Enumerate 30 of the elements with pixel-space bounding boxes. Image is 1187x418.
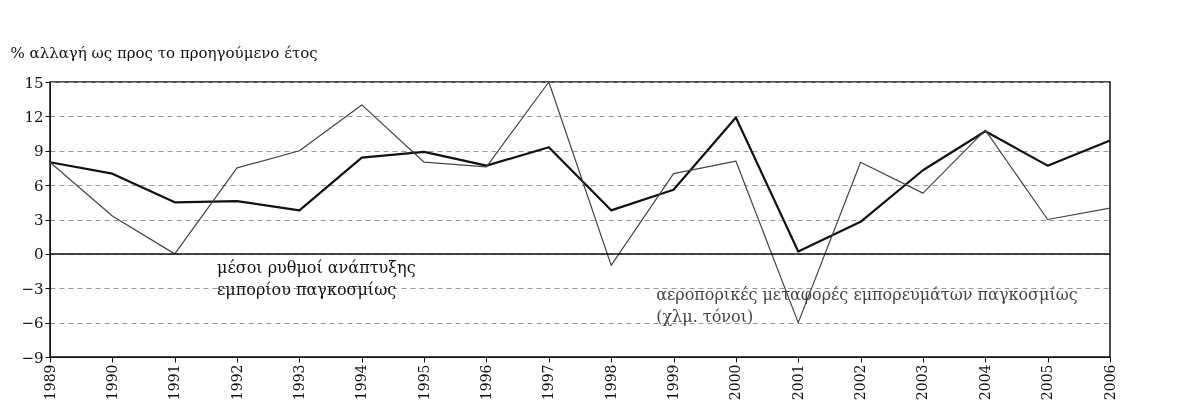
x-tick-label: 1989	[41, 364, 58, 401]
y-tick-label: 3	[33, 211, 44, 229]
x-tick-label: 1995	[415, 364, 432, 401]
x-tick-label: 2000	[727, 364, 744, 401]
x-tick-label: 2005	[1039, 364, 1056, 401]
x-tick-label: 1992	[228, 364, 245, 401]
x-tick-label: 2001	[789, 364, 806, 401]
x-tick-label: 1993	[290, 364, 307, 401]
y-tick-label: 0	[33, 245, 44, 264]
x-tick-label: 1990	[103, 364, 120, 401]
y-tick-label: 6	[33, 176, 44, 195]
x-tick-label: 2003	[914, 364, 931, 401]
line-series	[49, 81, 1111, 324]
x-tick-label: 2004	[976, 364, 993, 401]
x-tick-label: 1996	[477, 364, 494, 401]
x-tick-label: 1997	[540, 364, 557, 401]
y-tick-label: −9	[21, 348, 44, 367]
y-tick-label: 9	[33, 142, 44, 161]
x-tick-label: 1998	[602, 364, 619, 401]
x-tick-label: 2002	[852, 364, 869, 401]
x-tick-label: 1991	[166, 364, 183, 401]
y-tick-label: 12	[24, 107, 44, 126]
y-axis-title: % αλλαγή ως προς το προηγούμενο έτος	[10, 43, 318, 62]
y-tick-label: −6	[21, 314, 44, 333]
y-tick-label: −3	[21, 279, 44, 298]
x-tick-label: 1994	[353, 364, 370, 401]
x-tick-label: 2006	[1101, 364, 1118, 401]
y-tick-label: 15	[24, 73, 44, 92]
text: μέσοι ρυθμοί ανάπτυξης εμπορίου παγκοσμίως	[217, 258, 416, 299]
x-tick-label: 1999	[665, 364, 682, 401]
